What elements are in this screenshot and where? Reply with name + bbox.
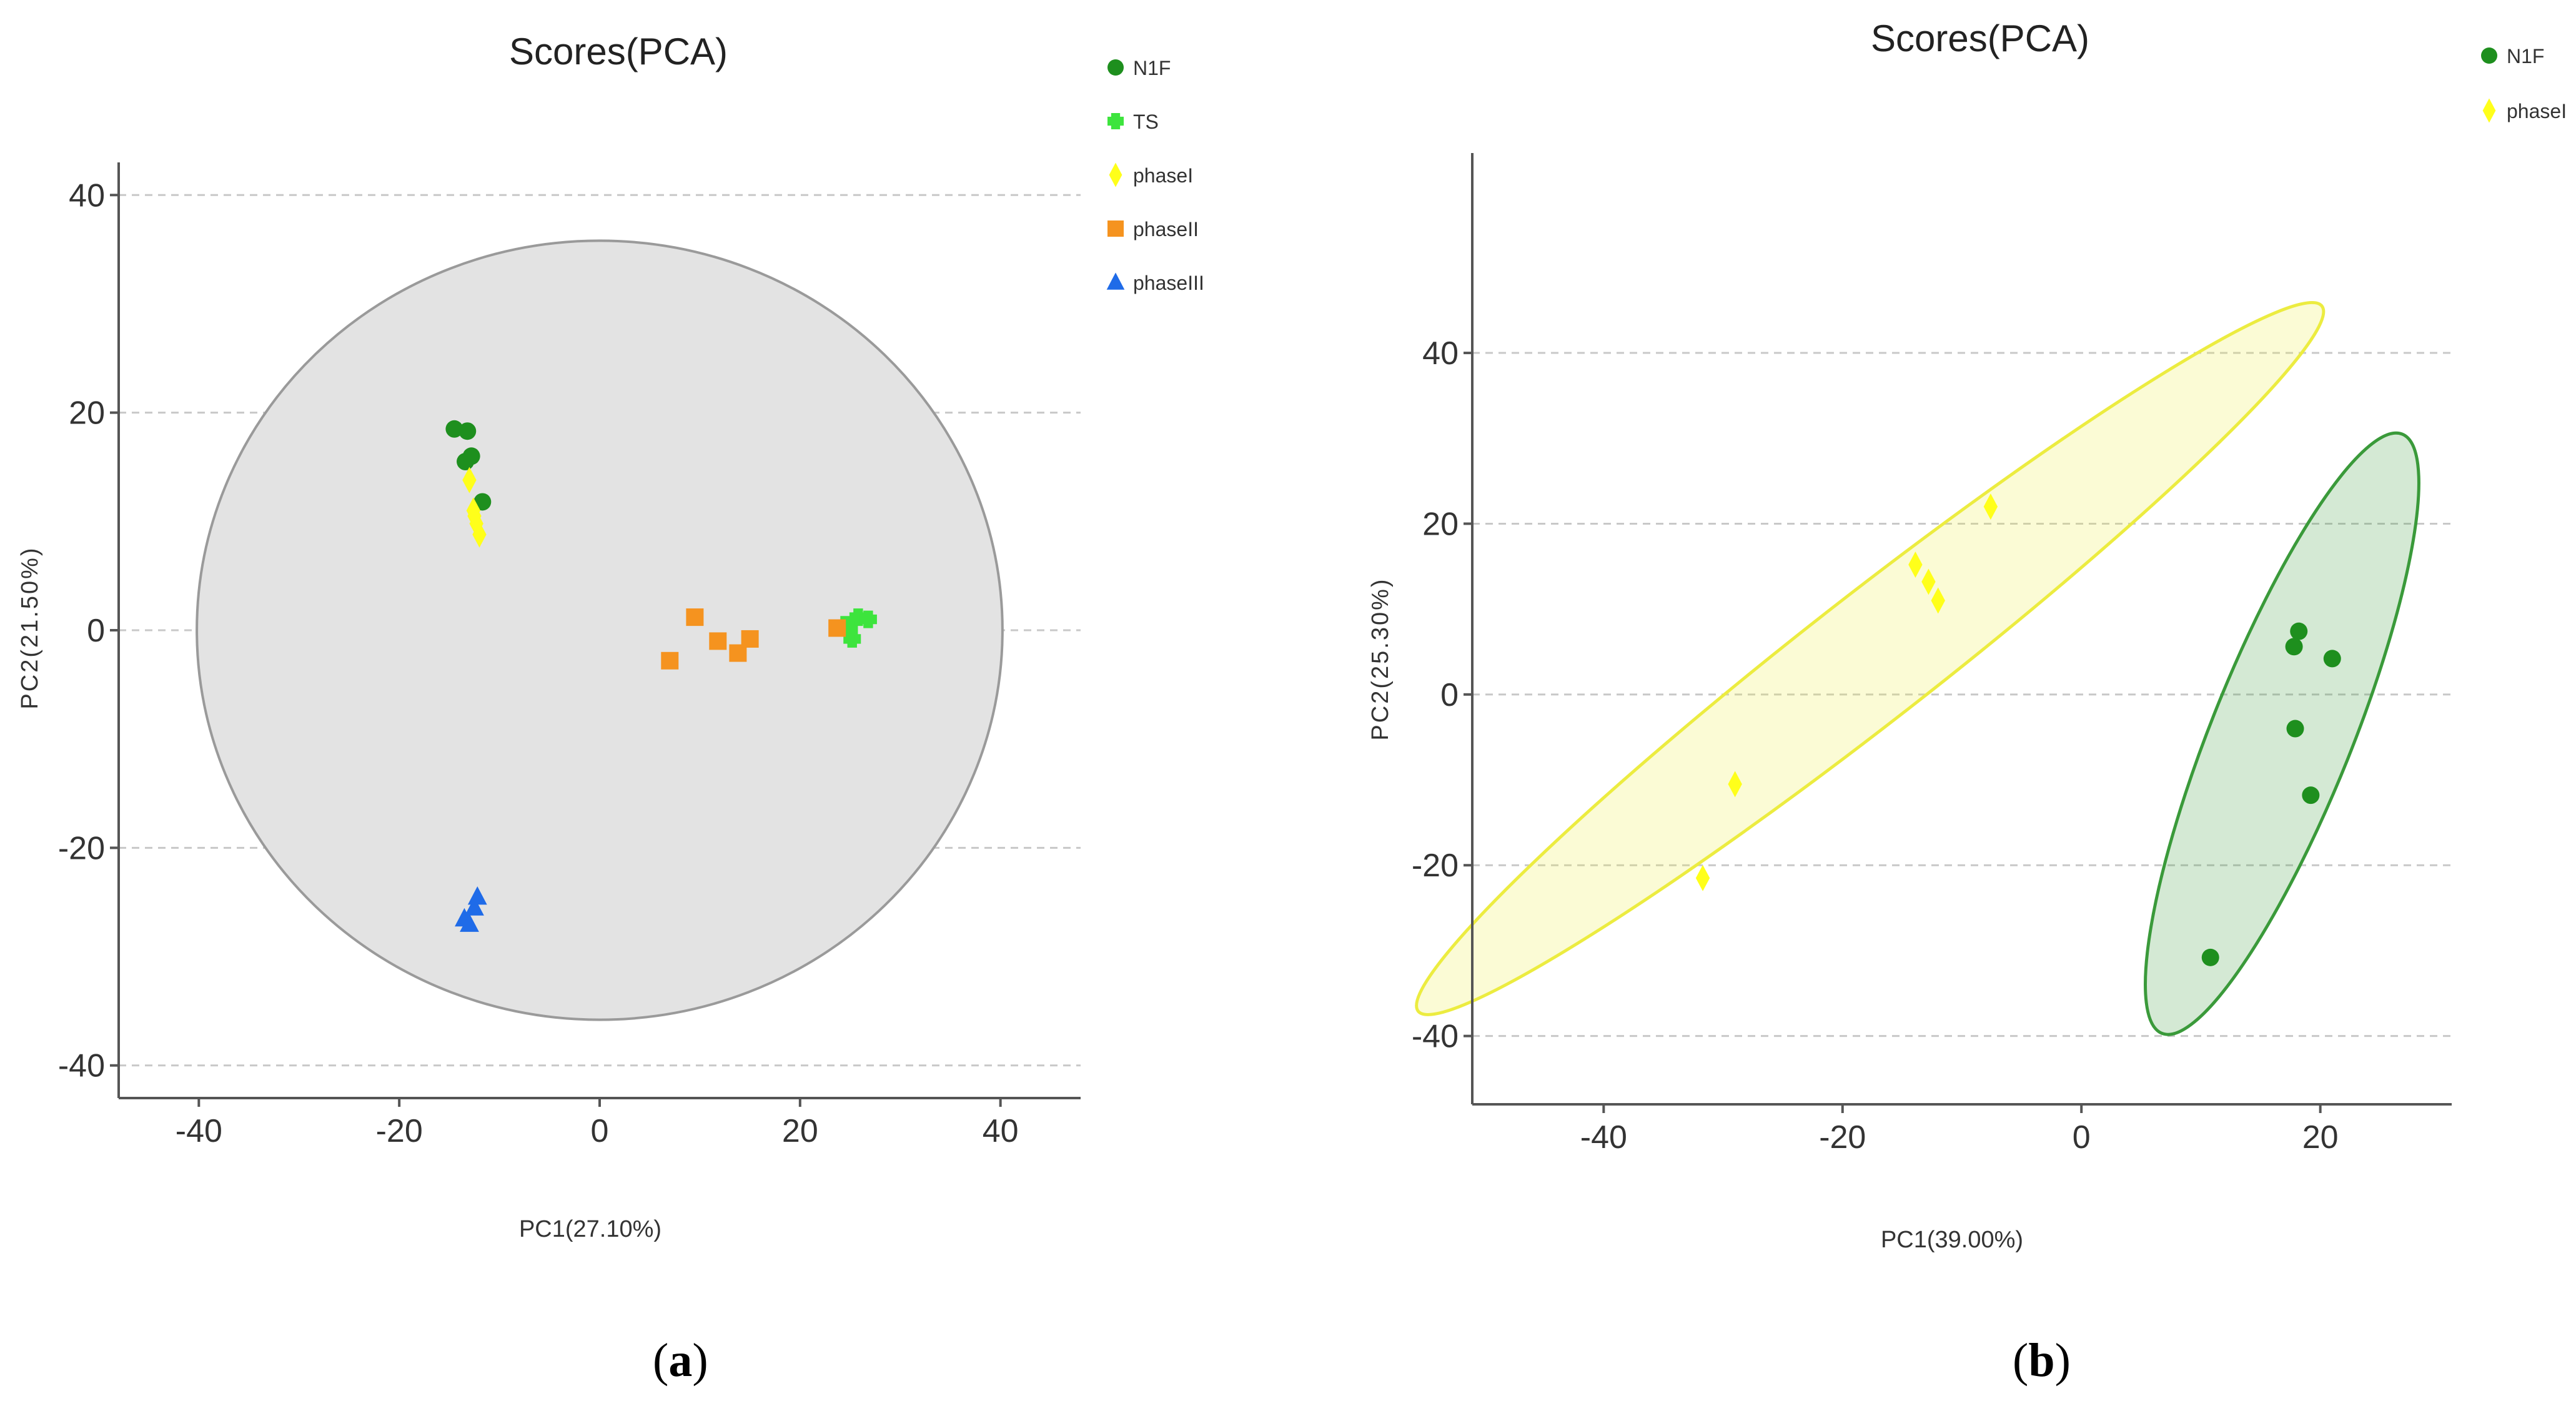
chart-a-legend-phaseiii-icon	[1106, 272, 1125, 290]
chart-a-ts-point	[859, 610, 877, 628]
chart-b-phasei-point	[1983, 493, 1998, 520]
chart-a-legend-n1f-icon	[1107, 59, 1124, 76]
panel-label-a-open: (	[653, 1334, 669, 1387]
chart-b-phasei-point	[1728, 771, 1742, 798]
chart-a-legend-n1f-label: N1F	[1133, 57, 1171, 79]
chart-a-x-tick-label: -40	[176, 1113, 222, 1149]
chart-b-phasei-point	[1921, 568, 1936, 595]
chart-b-title: Scores(PCA)	[1871, 17, 2089, 59]
chart-a-x-tick-label: -20	[376, 1113, 423, 1149]
chart-a-phaseiii-point	[460, 913, 479, 932]
panel-label-a-letter: a	[668, 1334, 693, 1387]
chart-a-x-label: PC1(27.10%)	[519, 1216, 661, 1242]
chart-a-title: Scores(PCA)	[509, 31, 728, 72]
chart-b-n1f-point	[2290, 622, 2308, 640]
chart-b-y-label: PC2(25.30%)	[1367, 577, 1394, 740]
chart-a-legend-phaseii-label: phaseII	[1133, 218, 1199, 240]
chart-a-y-tick-label: 40	[69, 177, 105, 214]
chart-b-y-tick-label: 0	[1440, 677, 1459, 713]
chart-b-x-label: PC1(39.00%)	[1881, 1227, 2023, 1253]
chart-a-phasei-point	[462, 467, 477, 493]
panel-label-a-close: )	[692, 1334, 708, 1387]
chart-b-legend-phasei-label: phaseI	[2507, 100, 2567, 122]
chart-b-y-tick-label: 40	[1422, 335, 1459, 372]
chart-b-y-tick-label: -20	[1412, 848, 1459, 884]
chart-a-x-tick-label: 20	[782, 1113, 818, 1149]
chart-a-y-tick-label: 0	[87, 613, 105, 649]
chart-a-phaseii-point	[709, 632, 727, 650]
chart-a-legend-phasei-icon	[1109, 162, 1122, 187]
chart-b-x-tick-label: 20	[2302, 1119, 2339, 1156]
chart-a-phaseii-point	[661, 651, 679, 670]
chart-a-legend-phasei-label: phaseI	[1133, 164, 1193, 187]
chart-a-phaseiii-point	[465, 897, 484, 916]
chart-a-legend: N1F TS phaseI phaseII phaseIII	[1106, 57, 1204, 294]
chart-b-n1f-point	[2201, 948, 2219, 966]
panel-label-b-close: )	[2054, 1334, 2071, 1387]
chart-b-y-tick-label: 20	[1422, 506, 1459, 542]
chart-a: Scores(PCA) -40 -20 0 20 40 40 20 0 -20 -40 PC1(2…	[17, 31, 1204, 1242]
chart-a-legend-phaseiii-label: phaseIII	[1133, 272, 1204, 294]
chart-b-n1f-ellipse	[2144, 431, 2420, 1036]
chart-a-legend-ts-icon	[1107, 113, 1124, 130]
chart-b-x-tick-label: -20	[1819, 1119, 1866, 1156]
chart-a-phaseii-point	[828, 619, 846, 637]
chart-a-x-tick-label: 0	[591, 1113, 609, 1149]
chart-b-legend: N1F phaseI	[2481, 45, 2567, 123]
chart-a-n1f-point	[445, 420, 463, 438]
chart-a-plot: -40 -20 0 20 40 40 20 0 -20 -40	[58, 162, 1081, 1149]
chart-a-phaseiii-point	[467, 886, 487, 905]
chart-b-plot: -40 -20 0 20 40 20 0 -20 -40	[1412, 153, 2452, 1156]
chart-a-x-tick-label: 40	[983, 1113, 1019, 1149]
chart-b-legend-n1f-icon	[2481, 47, 2497, 64]
chart-a-legend-ts-label: TS	[1133, 111, 1159, 133]
chart-b-n1f-point	[2285, 638, 2303, 656]
chart-b-n1f-point	[2323, 650, 2341, 668]
chart-a-y-tick-label: -40	[58, 1048, 105, 1084]
chart-a-y-label: PC2(21.50%)	[17, 546, 43, 709]
chart-b-phasei-point	[1931, 587, 1945, 614]
chart-b-x-tick-label: -40	[1580, 1119, 1627, 1156]
chart-a-n1f-point	[458, 422, 477, 440]
panel-label-b-letter: b	[2028, 1334, 2055, 1387]
chart-b-phasei-ellipse	[1415, 300, 2326, 1016]
chart-b-phasei-point	[1695, 864, 1710, 891]
chart-a-phasei-point	[472, 521, 487, 548]
chart-b-legend-phasei-icon	[2482, 98, 2496, 123]
chart-b: Scores(PCA) -40 -20 0 20 40 20 0 -20 -40 PC1(39.…	[1367, 17, 2567, 1253]
chart-b-n1f-point	[2302, 786, 2320, 804]
panel-label-b-open: (	[2013, 1334, 2029, 1387]
panel-label-b: (b)	[2013, 1334, 2071, 1388]
chart-b-x-tick-label: 0	[2073, 1119, 2091, 1156]
chart-a-confidence-ellipse	[196, 239, 1004, 1021]
chart-b-y-tick-label: -40	[1412, 1019, 1459, 1055]
chart-a-n1f-point	[462, 447, 480, 465]
chart-b-legend-n1f-label: N1F	[2507, 45, 2544, 67]
chart-b-phasei-point	[1908, 552, 1923, 578]
chart-a-y-tick-label: -20	[58, 830, 105, 866]
chart-a-y-tick-label: 20	[69, 395, 105, 432]
chart-a-phaseii-point	[686, 608, 704, 626]
chart-b-n1f-point	[2286, 720, 2304, 738]
chart-a-phasei-point	[466, 497, 481, 524]
chart-a-phaseii-point	[741, 630, 759, 648]
chart-a-legend-phaseii-icon	[1107, 220, 1124, 237]
panel-label-a: (a)	[653, 1334, 708, 1388]
